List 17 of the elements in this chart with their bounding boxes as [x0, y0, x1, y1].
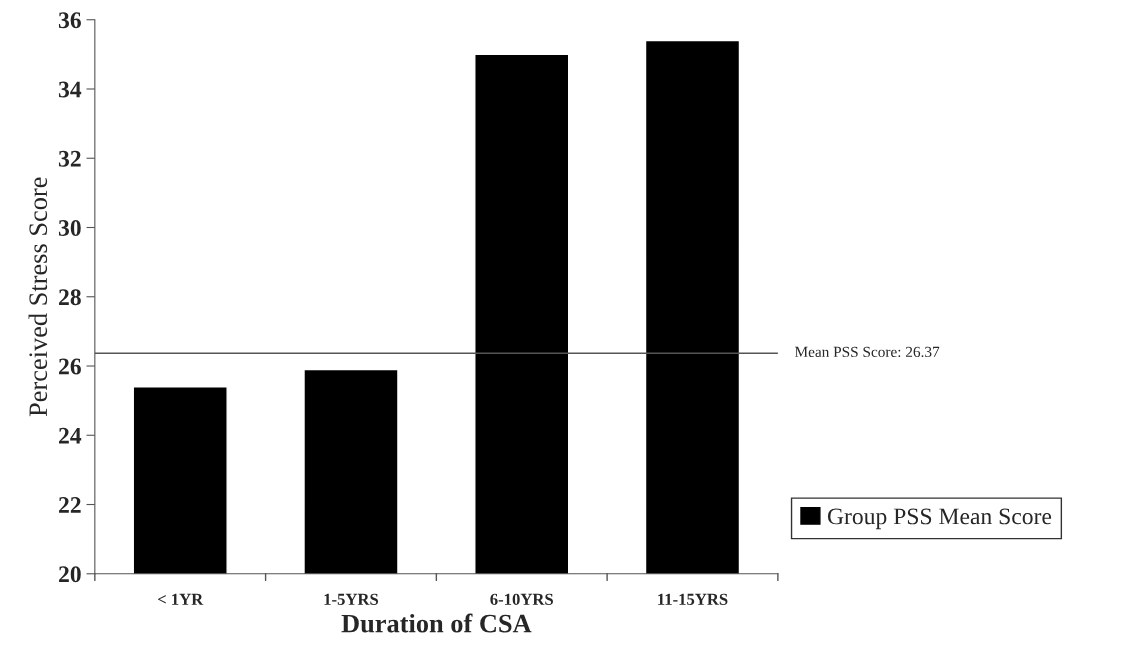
ref-line-label: Mean PSS Score: 26.37 — [794, 346, 940, 358]
y-tick-label: 28 — [59, 289, 81, 306]
y-tick-label: 34 — [58, 81, 82, 98]
y-axis-title: Perceived Stress Score — [28, 177, 48, 417]
x-tick-label: < 1YR — [158, 593, 204, 605]
x-tick-label: 6-10YRS — [490, 593, 553, 605]
y-tick-label: 24 — [59, 427, 82, 444]
y-tick-label: 32 — [58, 150, 81, 167]
y-tick-label: 22 — [59, 497, 81, 513]
y-tick-label: 36 — [58, 12, 81, 29]
y-tick-label: 26 — [59, 358, 81, 375]
x-tick-label: 11-15YRS — [658, 593, 728, 605]
y-tick-label: 30 — [58, 219, 81, 236]
legend-label: Group PSS Mean Score — [827, 508, 1052, 530]
x-axis-title: Duration of CSA — [341, 613, 532, 633]
x-tick-label: 1-5YRS — [324, 593, 379, 605]
y-tick-label: 20 — [59, 566, 81, 583]
